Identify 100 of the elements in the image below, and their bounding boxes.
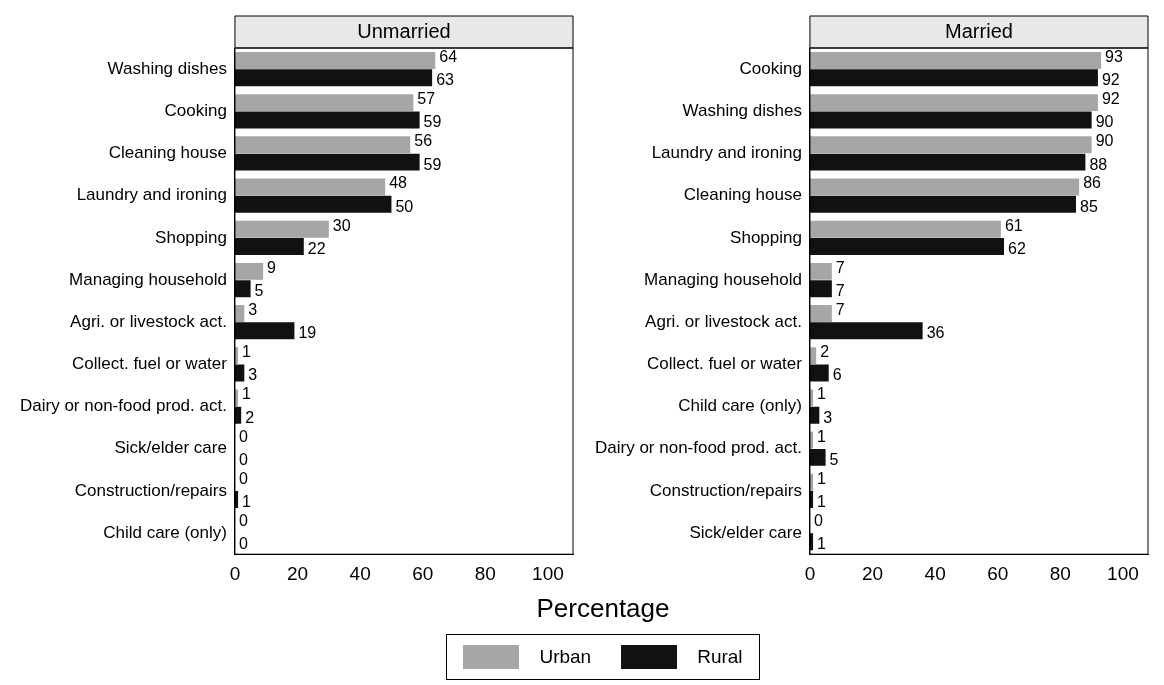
bar [809,136,1092,154]
data-label: 88 [1089,155,1108,173]
data-label: 93 [1105,47,1123,65]
y-tick-label: Cleaning house [683,185,802,205]
bar [809,220,1001,238]
bar [809,111,1092,129]
y-tick-label: Cooking [739,58,802,78]
data-label: 3 [823,408,833,426]
data-label: 7 [835,300,845,318]
bar [809,153,1086,171]
bar [809,195,1077,213]
y-tick-label: Dairy or non-food prod. act. [19,396,227,416]
bar [809,51,1102,69]
x-tick-label: 40 [349,562,371,584]
data-label: 0 [813,511,823,529]
y-tick-label: Laundry and ironing [651,143,802,163]
data-label: 48 [389,174,408,192]
bar [234,153,420,171]
y-tick-label: Managing household [69,269,227,289]
x-tick-label: 60 [412,562,434,584]
bar [234,94,414,112]
data-label: 64 [439,47,458,65]
bar [234,238,304,255]
bar [234,178,386,196]
data-label: 1 [817,535,827,553]
bar [234,111,420,129]
bar [809,94,1098,112]
bar [234,136,411,154]
data-label: 1 [817,427,827,445]
bar [809,364,829,382]
y-tick-label: Construction/repairs [74,480,227,500]
y-tick-label: Laundry and ironing [76,185,227,205]
data-label: 36 [926,324,945,342]
data-label: 0 [238,450,248,468]
data-label: 63 [436,71,455,89]
bar [234,280,251,298]
y-tick-label: Sick/elder care [114,438,227,458]
data-label: 90 [1095,132,1114,150]
bar [234,262,264,280]
x-tick-label: 0 [229,562,241,584]
x-tick-label: 80 [474,562,496,584]
y-tick-label: Shopping [155,227,227,247]
data-label: 61 [1004,216,1023,234]
data-label: 3 [248,300,258,318]
y-tick-label: Child care (only) [103,522,227,542]
data-label: 7 [835,258,845,276]
y-tick-label: Washing dishes [107,58,227,78]
data-label: 5 [829,450,839,468]
data-label: 92 [1101,71,1120,89]
x-tick-label: 20 [286,562,309,584]
data-label: 1 [817,469,827,487]
data-label: 2 [245,408,255,426]
y-tick-label: Child care (only) [678,396,802,416]
data-label: 0 [238,427,248,445]
y-tick-label: Cleaning house [108,143,227,163]
data-label: 0 [238,469,248,487]
data-label: 5 [254,282,264,300]
bar [234,195,392,213]
data-label: 1 [242,492,252,510]
y-tick-label: Agri. or livestock act. [645,311,802,331]
data-label: 30 [332,216,351,234]
data-label: 3 [248,366,258,384]
data-label: 50 [395,197,414,215]
x-tick-label: 40 [924,562,946,584]
x-tick-label: 80 [1049,562,1071,584]
y-tick-label: Collect. fuel or water [646,354,803,374]
data-label: 1 [242,343,252,361]
x-tick-label: 100 [1107,562,1139,584]
data-label: 1 [817,385,827,403]
data-label: 9 [267,258,277,276]
legend-label: Urban [539,646,592,668]
bar [809,238,1005,255]
bar [234,69,433,87]
x-tick-label: 20 [861,562,884,584]
data-label: 6 [832,366,842,384]
x-tick-label: 100 [532,562,564,584]
bar [809,322,923,340]
data-label: 85 [1080,197,1098,215]
chart-title: Married [945,19,1013,42]
data-label: 59 [423,155,442,173]
data-label: 2 [820,343,830,361]
bar [234,322,295,340]
y-tick-label: Construction/repairs [649,480,802,500]
data-label: 1 [242,385,252,403]
data-label: 57 [417,90,436,108]
y-tick-label: Shopping [730,227,802,247]
data-label: 92 [1101,90,1120,108]
data-label: 1 [817,492,827,510]
bar [234,51,436,69]
y-tick-label: Sick/elder care [689,522,802,542]
legend-label: Rural [697,646,743,668]
x-tick-label: 0 [804,562,816,584]
bar [234,220,329,238]
chart-title: Unmarried [357,19,451,42]
y-tick-label: Dairy or non-food prod. act. [594,438,802,458]
y-tick-label: Collect. fuel or water [71,354,228,374]
data-label: 0 [238,535,248,553]
bar [809,178,1080,196]
bar [809,262,832,280]
y-tick-label: Washing dishes [682,100,802,120]
